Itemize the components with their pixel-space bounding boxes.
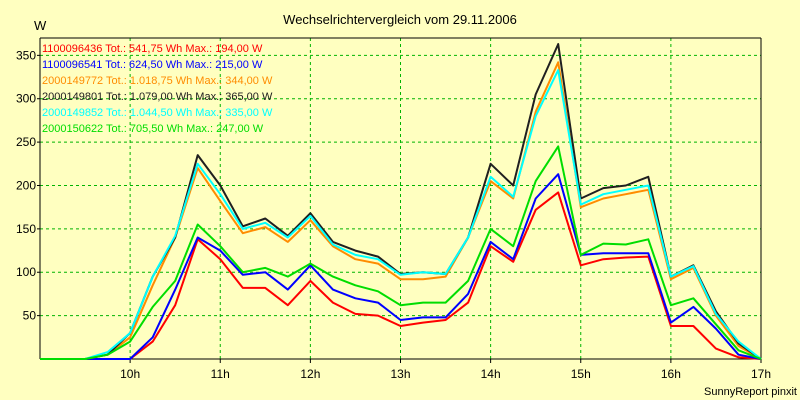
y-tick-label: 300 [16,92,36,106]
x-tick-label: 14h [481,367,501,381]
legend-entry-2000149852: 2000149852 Tot.: 1.044,50 Wh Max.: 335,0… [42,107,273,119]
y-tick-label: 350 [16,48,36,62]
legend-entry-2000150622: 2000150622 Tot.: 705,50 Wh Max.: 247,00 … [42,123,264,135]
legend-entry-2000149772: 2000149772 Tot.: 1.018,75 Wh Max.: 344,0… [42,75,273,87]
x-tick-label: 13h [390,367,410,381]
legend-entry-1100096541: 1100096541 Tot.: 624,50 Wh Max.: 215,00 … [42,59,263,71]
series-lines [40,43,762,360]
y-tick-label: 100 [16,265,36,279]
y-tick-label: 150 [16,222,36,236]
footer-credit: SunnyReport pinxit [704,386,797,398]
axes: 50 100 150 200 250 300 350 10h 11h 12h 13h 14h 15h 16… [16,37,771,381]
x-tick-label: 12h [300,367,320,381]
grid-lines [40,38,762,359]
x-tick-label: 10h [120,367,140,381]
x-tick-label: 11h [211,367,230,381]
series-line-1100096541 [40,173,762,360]
legend-entry-2000149801: 2000149801 Tot.: 1.079,00 Wh Max.: 365,0… [42,91,273,103]
x-tick-label: 16h [661,367,681,381]
y-axis-unit-label: W [34,18,47,33]
y-tick-label: 200 [16,178,36,192]
series-line-2000149772 [40,61,762,360]
series-line-1100096436 [40,191,762,360]
y-tick-label: 50 [23,309,37,323]
x-tick-label: 17h [751,367,771,381]
x-tick-label: 15h [571,367,591,381]
series-line-2000149852 [40,69,762,360]
chart-title: Wechselrichtervergleich vom 29.11.2006 [283,12,517,27]
y-tick-label: 250 [16,135,36,149]
legend-entry-1100096436: 1100096436 Tot.: 541,75 Wh Max.: 194,00 … [42,43,263,55]
series-line-2000150622 [40,145,762,360]
legend: 1100096436 Tot.: 541,75 Wh Max.: 194,00 … [42,43,273,135]
